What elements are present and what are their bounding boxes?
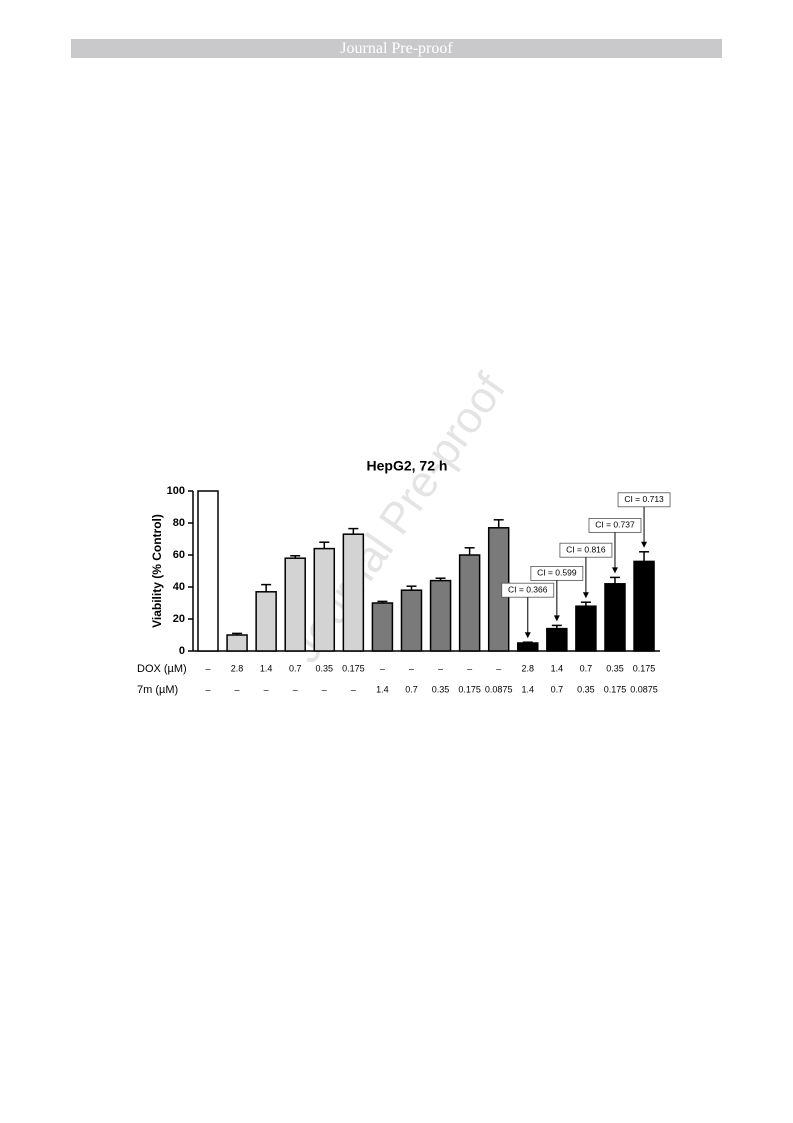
annotation: CI = 0.737 xyxy=(595,520,635,530)
bar xyxy=(429,579,452,652)
row-value: – xyxy=(205,684,210,694)
arrow-head xyxy=(611,567,618,574)
row-value: 1.4 xyxy=(551,663,564,673)
row-value: 0.7 xyxy=(551,684,564,694)
annotation: CI = 0.366 xyxy=(508,584,548,594)
y-tick-label: 60 xyxy=(173,549,185,561)
bar xyxy=(371,602,394,652)
row-value: 0.7 xyxy=(405,684,418,694)
row-value: – xyxy=(409,663,414,673)
arrow-head xyxy=(553,615,560,622)
row-value: 0.7 xyxy=(580,663,593,673)
bar xyxy=(546,627,568,652)
row-value: – xyxy=(235,684,240,694)
row-value: – xyxy=(496,663,501,673)
row-value: 0.175 xyxy=(342,663,365,673)
header-bar: Journal Pre-proof xyxy=(71,39,722,58)
bar xyxy=(633,560,655,652)
arrow-head xyxy=(641,541,648,548)
row-value: 1.4 xyxy=(522,684,535,694)
row-value: – xyxy=(322,684,327,694)
annotation: CI = 0.599 xyxy=(537,568,577,578)
bar xyxy=(255,591,277,652)
y-tick-label: 100 xyxy=(167,485,185,497)
y-tick-label: 20 xyxy=(173,613,185,625)
annotation: CI = 0.816 xyxy=(566,544,606,554)
row-value: 0.175 xyxy=(458,684,481,694)
bar xyxy=(313,547,336,652)
row-value: 1.4 xyxy=(260,663,273,673)
bar xyxy=(575,605,597,652)
bar xyxy=(226,634,248,652)
y-axis-label: Viability (% Control) xyxy=(150,514,164,628)
bar xyxy=(458,554,481,652)
row-value: 2.8 xyxy=(522,663,535,673)
row-value: 0.7 xyxy=(289,663,302,673)
bar xyxy=(342,533,365,652)
row-value: 0.175 xyxy=(604,684,627,694)
annotation: CI = 0.713 xyxy=(624,494,664,504)
row-value: 0.35 xyxy=(606,663,624,673)
bar xyxy=(400,589,423,652)
row-label: 7m (µM) xyxy=(137,684,178,696)
row-value: 0.0875 xyxy=(485,684,513,694)
row-value: 2.8 xyxy=(231,663,244,673)
row-value: – xyxy=(205,663,210,673)
arrow-head xyxy=(582,592,589,599)
row-value: 0.35 xyxy=(577,684,595,694)
row-value: – xyxy=(293,684,298,694)
bar xyxy=(517,642,539,652)
row-value: – xyxy=(380,663,385,673)
chart-title: HepG2, 72 h xyxy=(367,458,448,474)
row-value: 0.35 xyxy=(316,663,334,673)
bar xyxy=(197,490,219,652)
row-label: DOX (µM) xyxy=(137,663,187,675)
row-value: 0.175 xyxy=(633,663,656,673)
arrow-head xyxy=(524,632,531,639)
y-tick-label: 40 xyxy=(173,581,185,593)
row-value: 0.0875 xyxy=(630,684,658,694)
bar xyxy=(604,583,626,652)
row-value: – xyxy=(351,684,356,694)
row-value: 0.35 xyxy=(432,684,450,694)
bar xyxy=(284,557,306,652)
y-tick-label: 80 xyxy=(173,517,185,529)
row-value: – xyxy=(264,684,269,694)
y-tick-label: 0 xyxy=(179,645,185,657)
row-value: 1.4 xyxy=(376,684,389,694)
row-value: – xyxy=(438,663,443,673)
row-value: – xyxy=(467,663,472,673)
